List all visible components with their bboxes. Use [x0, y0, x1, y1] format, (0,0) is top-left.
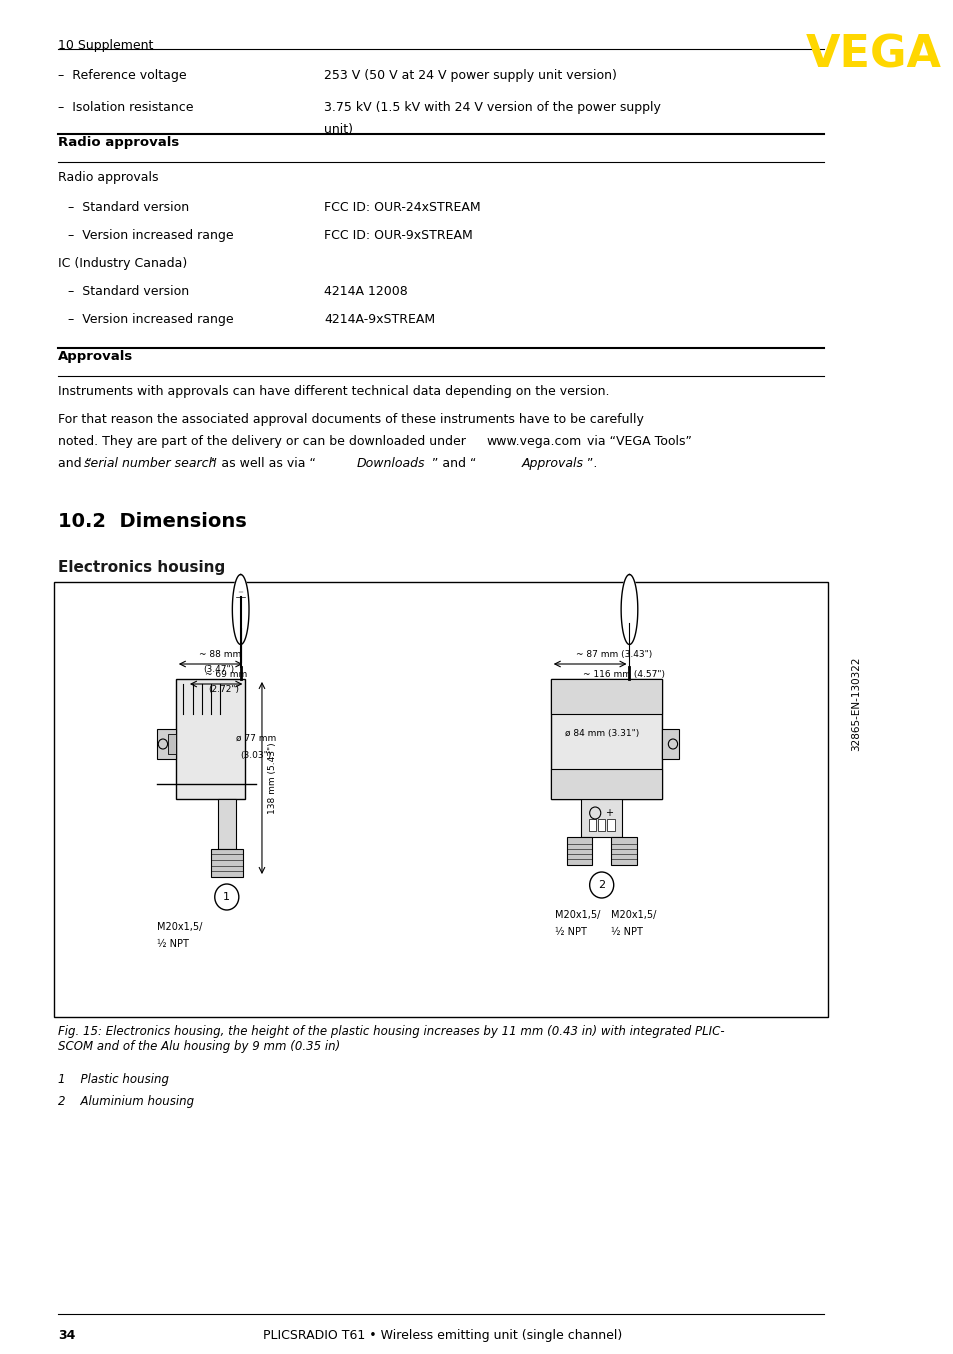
- Text: Radio approvals: Radio approvals: [58, 135, 179, 149]
- Bar: [217, 799, 235, 849]
- Text: M20x1,5/: M20x1,5/: [610, 910, 656, 919]
- Text: 10.2  Dimensions: 10.2 Dimensions: [58, 512, 247, 531]
- Text: serial number search: serial number search: [84, 458, 216, 470]
- Bar: [169, 734, 175, 754]
- Text: Downloads: Downloads: [356, 458, 424, 470]
- Text: Fig. 15: Electronics housing, the height of the plastic housing increases by 11 : Fig. 15: Electronics housing, the height…: [58, 1025, 724, 1053]
- Bar: [175, 678, 245, 799]
- Text: –  Version increased range: – Version increased range: [68, 313, 233, 326]
- Text: 32865-EN-130322: 32865-EN-130322: [850, 657, 861, 751]
- Text: (3.47"): (3.47"): [203, 665, 234, 674]
- Text: ½ NPT: ½ NPT: [157, 940, 189, 949]
- Polygon shape: [233, 574, 249, 645]
- Text: –  Reference voltage: – Reference voltage: [58, 69, 187, 83]
- Bar: [157, 728, 175, 760]
- Text: Approvals: Approvals: [521, 458, 583, 470]
- Text: IC (Industry Canada): IC (Industry Canada): [58, 257, 188, 269]
- Text: FCC ID: OUR-24xSTREAM: FCC ID: OUR-24xSTREAM: [324, 200, 480, 214]
- Text: 4214A 12008: 4214A 12008: [324, 284, 407, 298]
- Text: ~ 116 mm (4.57"): ~ 116 mm (4.57"): [582, 670, 664, 678]
- Text: 3.75 kV (1.5 kV with 24 V version of the power supply: 3.75 kV (1.5 kV with 24 V version of the…: [324, 102, 660, 114]
- Text: unit): unit): [324, 123, 353, 135]
- Text: M20x1,5/: M20x1,5/: [555, 910, 600, 919]
- Polygon shape: [620, 574, 638, 645]
- Text: PLICSRADIO T61 • Wireless emitting unit (single channel): PLICSRADIO T61 • Wireless emitting unit …: [263, 1330, 621, 1342]
- Bar: [598, 819, 605, 831]
- Text: –  Standard version: – Standard version: [68, 200, 189, 214]
- Text: For that reason the associated approval documents of these instruments have to b: For that reason the associated approval …: [58, 413, 643, 427]
- Bar: [550, 678, 661, 799]
- Text: www.vega.com: www.vega.com: [485, 435, 580, 448]
- Text: via “VEGA Tools”: via “VEGA Tools”: [582, 435, 691, 448]
- Text: ~ 88 mm: ~ 88 mm: [199, 650, 241, 659]
- Text: 1    Plastic housing: 1 Plastic housing: [58, 1072, 169, 1086]
- Text: 1: 1: [223, 892, 230, 902]
- Bar: [550, 769, 661, 799]
- Text: Instruments with approvals can have different technical data depending on the ve: Instruments with approvals can have diff…: [58, 385, 609, 398]
- Text: and “: and “: [58, 458, 92, 470]
- Bar: [588, 819, 596, 831]
- Text: M20x1,5/: M20x1,5/: [157, 922, 203, 932]
- Text: 4214A-9xSTREAM: 4214A-9xSTREAM: [324, 313, 435, 326]
- Text: 34: 34: [58, 1330, 75, 1342]
- Text: ~ 69 mm: ~ 69 mm: [205, 670, 247, 678]
- Text: ” as well as via “: ” as well as via “: [211, 458, 315, 470]
- Text: 253 V (50 V at 24 V power supply unit version): 253 V (50 V at 24 V power supply unit ve…: [324, 69, 617, 83]
- Text: 2: 2: [598, 880, 604, 890]
- Text: (2.72"): (2.72"): [209, 685, 239, 695]
- Bar: [610, 837, 637, 865]
- Text: Approvals: Approvals: [58, 349, 133, 363]
- Text: 10 Supplement: 10 Supplement: [58, 39, 153, 51]
- Text: ½ NPT: ½ NPT: [610, 927, 642, 937]
- Text: –  Standard version: – Standard version: [68, 284, 189, 298]
- Text: ”.: ”.: [586, 458, 597, 470]
- Text: –  Isolation resistance: – Isolation resistance: [58, 102, 193, 114]
- Text: ” and “: ” and “: [432, 458, 476, 470]
- Bar: [550, 678, 661, 714]
- Text: VEGA: VEGA: [804, 34, 941, 77]
- Text: +: +: [604, 808, 613, 818]
- Text: ø 77 mm: ø 77 mm: [235, 734, 276, 743]
- Text: (3.03"): (3.03"): [239, 751, 271, 760]
- Bar: [566, 837, 592, 865]
- Text: FCC ID: OUR-9xSTREAM: FCC ID: OUR-9xSTREAM: [324, 229, 473, 242]
- Text: noted. They are part of the delivery or can be downloaded under: noted. They are part of the delivery or …: [58, 435, 470, 448]
- Bar: [53, 582, 827, 1017]
- Text: Radio approvals: Radio approvals: [58, 171, 158, 184]
- Bar: [607, 819, 614, 831]
- Text: –  Version increased range: – Version increased range: [68, 229, 233, 242]
- Bar: [211, 849, 242, 877]
- Text: 2    Aluminium housing: 2 Aluminium housing: [58, 1095, 194, 1108]
- Text: ½ NPT: ½ NPT: [555, 927, 587, 937]
- Text: 138 mm (5.43"): 138 mm (5.43"): [267, 742, 276, 814]
- Bar: [580, 799, 621, 837]
- Text: ~ 87 mm (3.43"): ~ 87 mm (3.43"): [576, 650, 652, 659]
- Bar: [661, 728, 678, 760]
- Text: ø 84 mm (3.31"): ø 84 mm (3.31"): [564, 728, 639, 738]
- Text: Electronics housing: Electronics housing: [58, 561, 225, 575]
